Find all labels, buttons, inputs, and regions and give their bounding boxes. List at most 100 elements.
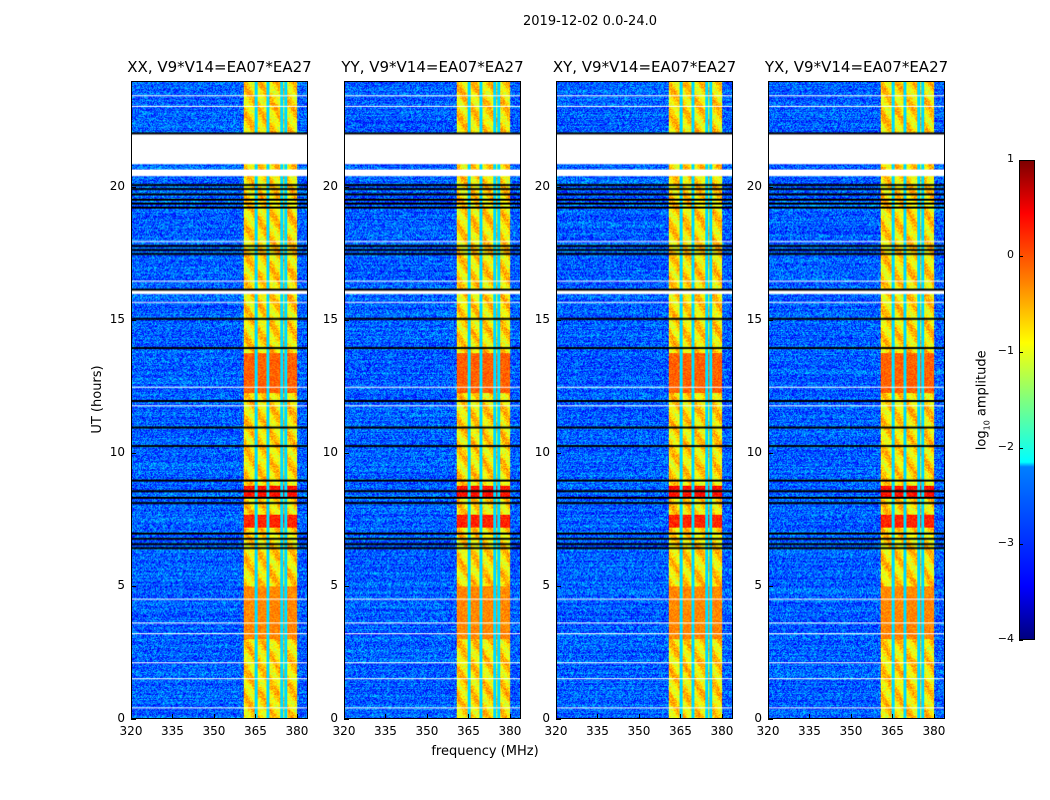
y-tick-mark bbox=[131, 187, 136, 189]
y-tick-mark bbox=[768, 453, 773, 455]
y-tick-label: 15 bbox=[746, 312, 762, 327]
y-tick-mark bbox=[131, 453, 136, 455]
x-tick-label: 365 bbox=[457, 724, 480, 738]
x-tick-mark bbox=[255, 714, 257, 719]
colorbar-tick-label: −1 bbox=[997, 344, 1014, 357]
x-tick-mark bbox=[768, 714, 769, 719]
x-tick-mark bbox=[680, 714, 682, 719]
y-tick-label: 20 bbox=[534, 179, 550, 194]
y-tick-label: 0 bbox=[330, 711, 338, 725]
y-tick-mark bbox=[344, 187, 349, 189]
y-tick-label: 15 bbox=[322, 312, 338, 327]
x-tick-label: 350 bbox=[839, 724, 863, 738]
x-tick-label: 335 bbox=[586, 724, 609, 738]
x-tick-label: 335 bbox=[374, 724, 397, 738]
heatmap-image bbox=[132, 82, 307, 718]
heatmap-panel bbox=[768, 81, 945, 719]
y-tick-label: 20 bbox=[746, 179, 762, 194]
x-tick-label: 380 bbox=[498, 724, 522, 738]
x-tick-mark bbox=[344, 714, 345, 719]
x-tick-label: 365 bbox=[881, 724, 904, 738]
colorbar-label-rest: amplitude bbox=[974, 350, 990, 421]
x-tick-mark bbox=[809, 714, 811, 719]
y-tick-label: 10 bbox=[534, 445, 550, 460]
y-tick-label: 10 bbox=[109, 445, 125, 460]
y-tick-mark bbox=[131, 719, 136, 720]
x-tick-label: 365 bbox=[244, 724, 267, 738]
heatmap-image bbox=[769, 82, 944, 718]
y-tick-label: 0 bbox=[117, 711, 125, 725]
x-tick-label: 350 bbox=[627, 724, 651, 738]
panel-title: XY, V9*V14=EA07*EA27 bbox=[552, 58, 737, 76]
y-tick-mark bbox=[768, 320, 773, 322]
y-tick-label: 5 bbox=[117, 578, 125, 593]
y-tick-mark bbox=[344, 719, 349, 720]
x-tick-mark bbox=[638, 714, 640, 719]
x-tick-mark bbox=[296, 714, 298, 719]
colorbar-tick-label: −4 bbox=[997, 632, 1014, 645]
colorbar-tick-mark bbox=[1019, 544, 1023, 545]
y-tick-label: 5 bbox=[754, 578, 762, 593]
y-tick-label: 5 bbox=[330, 578, 338, 593]
x-tick-label: 335 bbox=[798, 724, 821, 738]
y-tick-mark bbox=[556, 453, 561, 455]
x-tick-label: 365 bbox=[669, 724, 692, 738]
colorbar-label: log10 amplitude bbox=[975, 335, 992, 465]
x-tick-mark bbox=[468, 714, 470, 719]
x-tick-label: 380 bbox=[710, 724, 734, 738]
y-tick-mark bbox=[131, 320, 136, 322]
heatmap-image bbox=[557, 82, 732, 718]
y-tick-mark bbox=[768, 586, 773, 588]
colorbar-tick-label: −2 bbox=[997, 440, 1014, 453]
x-tick-mark bbox=[597, 714, 599, 719]
x-tick-mark bbox=[172, 714, 174, 719]
figure-title: 2019-12-02 0.0-24.0 bbox=[523, 14, 657, 29]
y-tick-mark bbox=[556, 187, 561, 189]
y-tick-label: 10 bbox=[322, 445, 338, 460]
colorbar-label-base: log bbox=[974, 430, 990, 451]
x-tick-label: 335 bbox=[161, 724, 184, 738]
y-tick-mark bbox=[344, 453, 349, 455]
y-axis-label: UT (hours) bbox=[90, 365, 105, 434]
colorbar-tick-label: −3 bbox=[997, 536, 1014, 549]
panel-title: YX, V9*V14=EA07*EA27 bbox=[764, 58, 949, 76]
x-tick-mark bbox=[850, 714, 852, 719]
y-tick-mark bbox=[768, 719, 773, 720]
x-tick-label: 320 bbox=[119, 724, 143, 738]
heatmap-panel bbox=[344, 81, 521, 719]
colorbar-tick-mark bbox=[1019, 352, 1023, 353]
x-tick-mark bbox=[426, 714, 428, 719]
x-tick-mark bbox=[385, 714, 387, 719]
x-tick-label: 320 bbox=[332, 724, 356, 738]
x-tick-label: 380 bbox=[922, 724, 946, 738]
x-tick-label: 350 bbox=[202, 724, 226, 738]
x-tick-mark bbox=[892, 714, 894, 719]
x-tick-mark bbox=[213, 714, 215, 719]
y-tick-mark bbox=[556, 320, 561, 322]
y-tick-mark bbox=[556, 719, 561, 720]
colorbar-tick-mark bbox=[1019, 640, 1023, 641]
y-tick-label: 5 bbox=[542, 578, 550, 593]
colorbar-tick-label: 1 bbox=[1007, 152, 1014, 165]
y-tick-mark bbox=[344, 320, 349, 322]
heatmap-panel bbox=[131, 81, 308, 719]
y-tick-mark bbox=[344, 586, 349, 588]
colorbar-tick-mark bbox=[1019, 448, 1023, 449]
y-tick-label: 10 bbox=[746, 445, 762, 460]
x-tick-label: 320 bbox=[544, 724, 568, 738]
y-tick-label: 15 bbox=[109, 312, 125, 327]
y-tick-mark bbox=[556, 586, 561, 588]
x-tick-label: 350 bbox=[415, 724, 439, 738]
colorbar-tick-mark bbox=[1019, 160, 1023, 161]
x-axis-label: frequency (MHz) bbox=[431, 744, 539, 759]
x-tick-label: 320 bbox=[756, 724, 780, 738]
y-tick-label: 0 bbox=[754, 711, 762, 725]
colorbar-tick-label: 0 bbox=[1007, 248, 1014, 261]
colorbar-tick-mark bbox=[1019, 256, 1023, 257]
y-tick-label: 15 bbox=[534, 312, 550, 327]
x-tick-mark bbox=[556, 714, 557, 719]
y-tick-label: 20 bbox=[109, 179, 125, 194]
y-tick-label: 0 bbox=[542, 711, 550, 725]
x-tick-mark bbox=[131, 714, 132, 719]
